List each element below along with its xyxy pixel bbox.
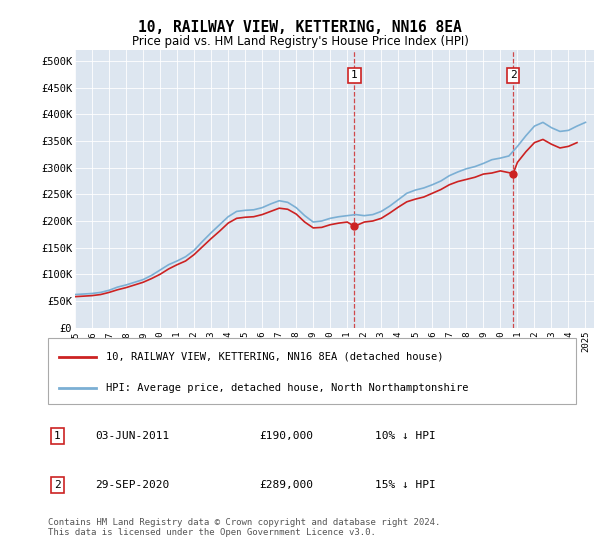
Text: 29-SEP-2020: 29-SEP-2020 [95, 480, 170, 490]
Text: 15% ↓ HPI: 15% ↓ HPI [376, 480, 436, 490]
Text: £289,000: £289,000 [259, 480, 313, 490]
Text: 10, RAILWAY VIEW, KETTERING, NN16 8EA (detached house): 10, RAILWAY VIEW, KETTERING, NN16 8EA (d… [106, 352, 443, 362]
Text: 03-JUN-2011: 03-JUN-2011 [95, 431, 170, 441]
Text: 1: 1 [54, 431, 61, 441]
Text: £190,000: £190,000 [259, 431, 313, 441]
FancyBboxPatch shape [48, 338, 576, 404]
Text: 1: 1 [351, 71, 358, 80]
Text: Price paid vs. HM Land Registry's House Price Index (HPI): Price paid vs. HM Land Registry's House … [131, 35, 469, 48]
Text: HPI: Average price, detached house, North Northamptonshire: HPI: Average price, detached house, Nort… [106, 383, 469, 393]
Text: Contains HM Land Registry data © Crown copyright and database right 2024.
This d: Contains HM Land Registry data © Crown c… [48, 518, 440, 538]
Text: 10% ↓ HPI: 10% ↓ HPI [376, 431, 436, 441]
Text: 2: 2 [54, 480, 61, 490]
Text: 2: 2 [510, 71, 517, 80]
Text: 10, RAILWAY VIEW, KETTERING, NN16 8EA: 10, RAILWAY VIEW, KETTERING, NN16 8EA [138, 20, 462, 35]
